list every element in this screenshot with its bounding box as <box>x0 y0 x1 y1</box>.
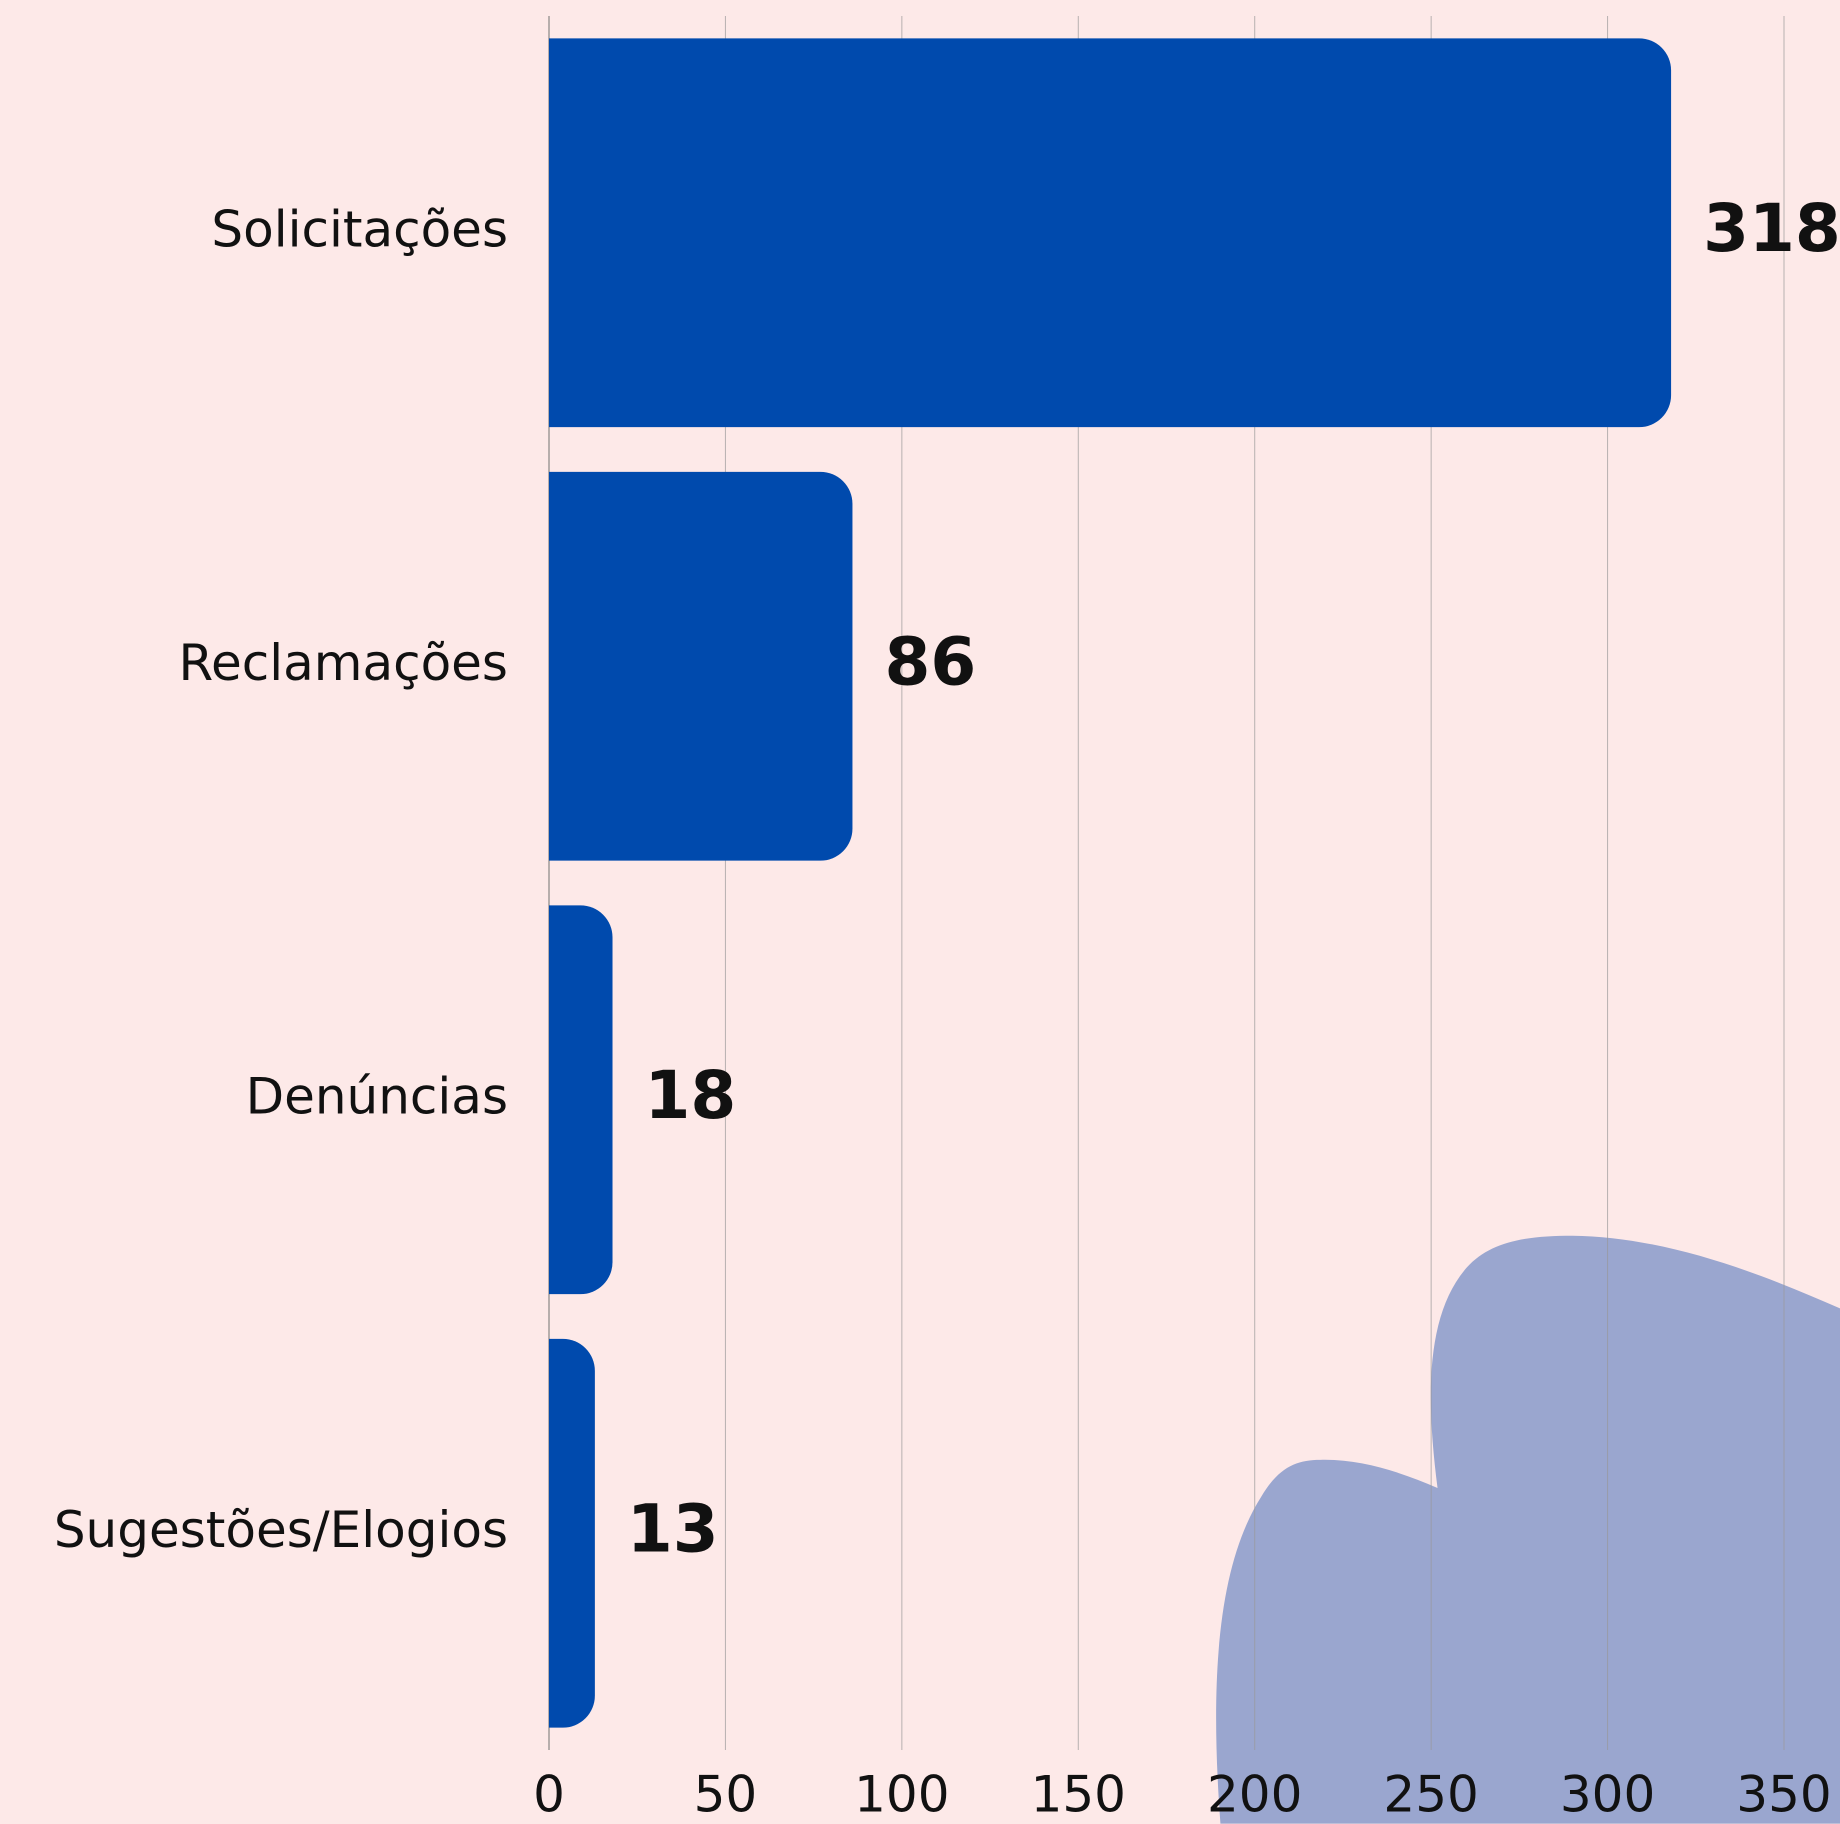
y-tick-label: Denúncias <box>246 1067 508 1125</box>
y-tick-label: Sugestões/Elogios <box>54 1501 508 1559</box>
x-tick-label: 350 <box>1736 1766 1831 1824</box>
bar <box>549 38 1672 428</box>
x-tick-label: 300 <box>1560 1766 1655 1824</box>
bar <box>549 905 613 1295</box>
bar <box>549 471 853 861</box>
decorative-blob <box>1216 1235 1840 1824</box>
x-tick-label: 0 <box>533 1766 565 1824</box>
x-tick-label: 50 <box>694 1766 758 1824</box>
bar <box>549 1338 595 1728</box>
x-tick-label: 200 <box>1207 1766 1302 1824</box>
y-tick-label: Solicitações <box>211 200 508 258</box>
value-label: 13 <box>627 1490 719 1567</box>
y-tick-label: Reclamações <box>178 634 508 692</box>
x-tick-label: 150 <box>1031 1766 1126 1824</box>
value-label: 318 <box>1703 190 1840 267</box>
value-label: 86 <box>884 623 976 700</box>
x-tick-label: 250 <box>1383 1766 1478 1824</box>
x-tick-label: 100 <box>854 1766 949 1824</box>
value-label: 18 <box>645 1057 737 1134</box>
